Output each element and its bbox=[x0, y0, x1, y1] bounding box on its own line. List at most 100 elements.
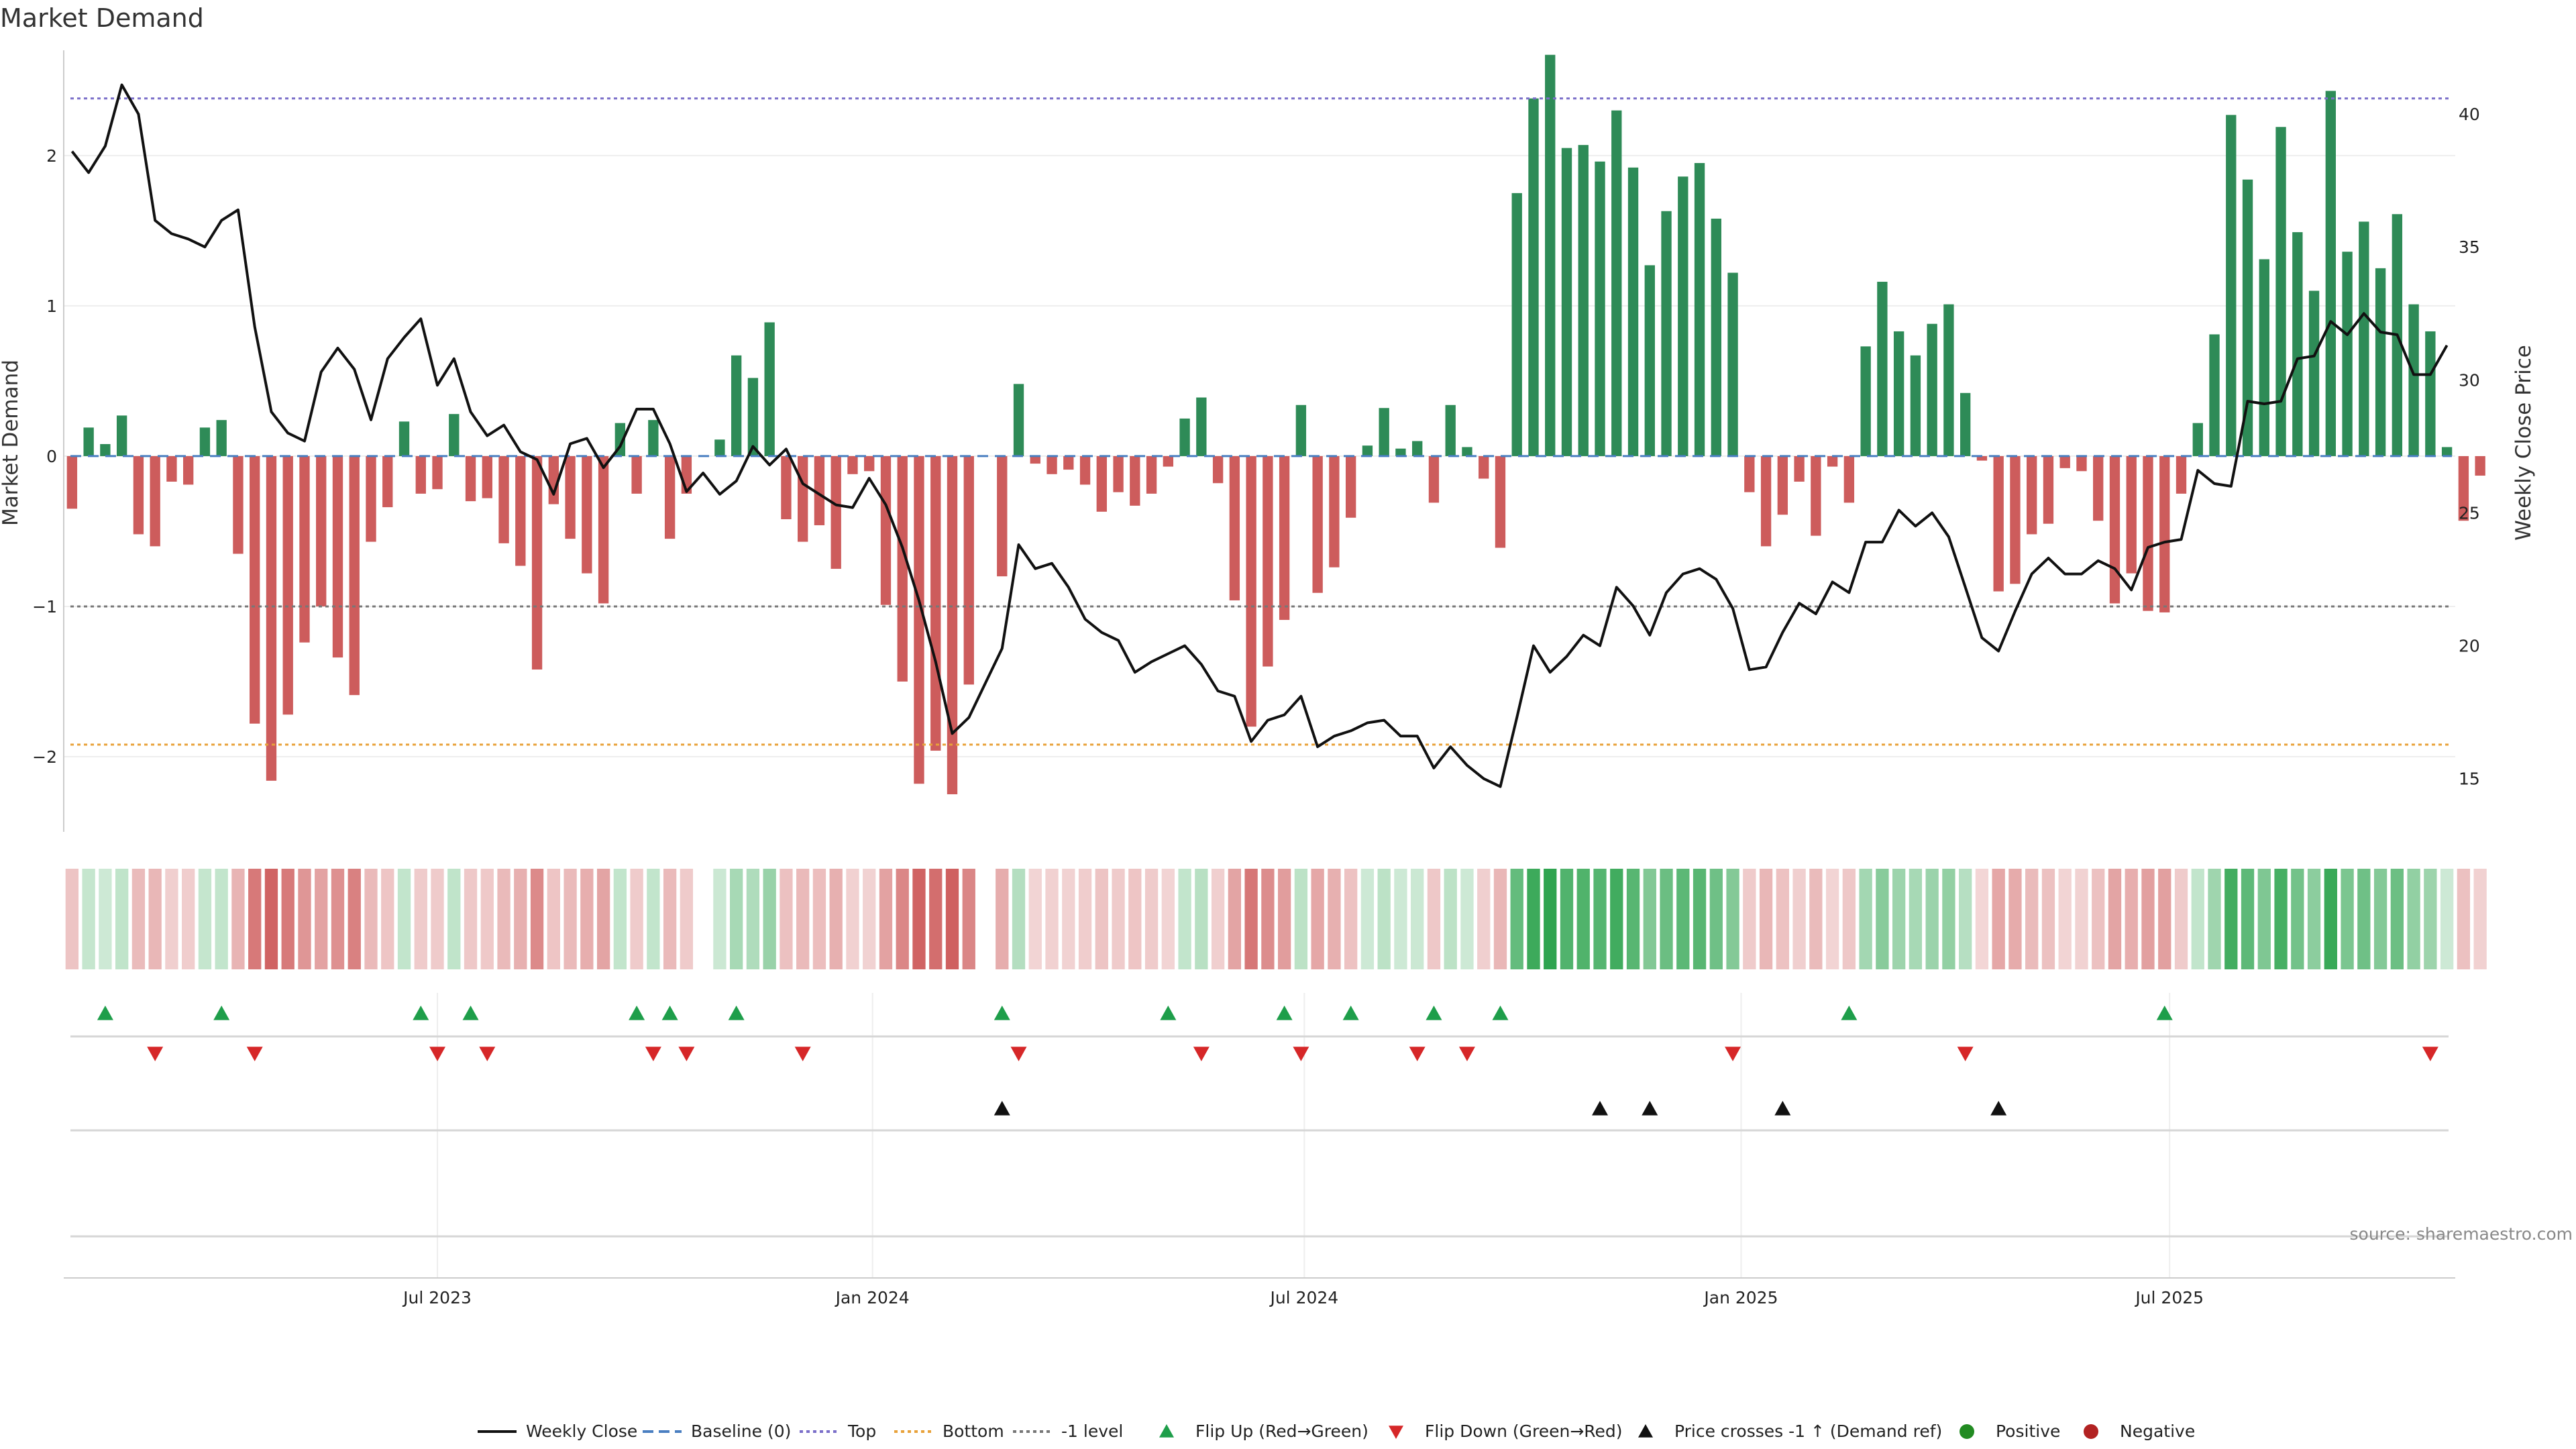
heat-cell bbox=[2191, 869, 2204, 969]
demand-bar bbox=[897, 455, 908, 682]
heat-cell bbox=[912, 869, 926, 969]
heat-cell bbox=[613, 869, 627, 969]
heat-cell bbox=[215, 869, 228, 969]
demand-bar bbox=[1445, 405, 1456, 456]
price-cross-marker bbox=[1774, 1101, 1791, 1116]
reference-levels bbox=[70, 97, 2452, 746]
heat-cell bbox=[2473, 869, 2487, 969]
heat-cell bbox=[1112, 869, 1125, 969]
y2-tick-label: 20 bbox=[2459, 637, 2480, 656]
demand-bar bbox=[798, 455, 808, 542]
heat-cell bbox=[2208, 869, 2221, 969]
heat-cell bbox=[1576, 869, 1590, 969]
demand-bar bbox=[2109, 455, 2121, 604]
legend-label: Baseline (0) bbox=[691, 1421, 791, 1441]
demand-bar bbox=[332, 455, 343, 658]
heat-cell bbox=[630, 869, 643, 969]
flip-down-marker bbox=[794, 1046, 811, 1061]
heat-cell bbox=[929, 869, 943, 969]
heat-cell bbox=[1128, 869, 1142, 969]
heat-cell bbox=[564, 869, 577, 969]
flip-up-marker bbox=[2156, 1006, 2173, 1020]
heat-cell bbox=[1328, 869, 1341, 969]
heat-cell bbox=[1012, 869, 1026, 969]
demand-bar bbox=[1379, 408, 1389, 456]
flip-down-marker bbox=[1293, 1046, 1309, 1061]
y-tick-label: −2 bbox=[32, 747, 57, 767]
demand-bar bbox=[2441, 447, 2453, 456]
demand-bar bbox=[2043, 455, 2054, 524]
x-tick-label: Jul 2024 bbox=[1269, 1288, 1338, 1307]
demand-bar bbox=[498, 455, 509, 543]
heat-cell bbox=[2291, 869, 2304, 969]
demand-bar bbox=[2425, 331, 2436, 456]
heat-cell bbox=[1394, 869, 1407, 969]
demand-bar bbox=[1412, 441, 1423, 456]
heat-cell bbox=[231, 869, 245, 969]
demand-bar bbox=[914, 455, 924, 784]
demand-bar bbox=[1246, 455, 1256, 727]
demand-bar bbox=[1096, 455, 1107, 512]
demand-bar bbox=[2325, 91, 2336, 456]
demand-bar bbox=[366, 455, 376, 542]
flip-up-marker bbox=[661, 1006, 678, 1020]
y2-tick-label: 25 bbox=[2459, 503, 2480, 523]
demand-bar bbox=[1428, 455, 1440, 503]
demand-bar bbox=[1960, 392, 1971, 456]
legend-label: Top bbox=[847, 1421, 876, 1441]
demand-bar bbox=[1030, 455, 1040, 464]
heat-cell bbox=[1228, 869, 1242, 969]
demand-bar bbox=[1362, 445, 1373, 456]
demand-bar bbox=[216, 420, 227, 456]
demand-bar bbox=[1395, 448, 1406, 456]
demand-bar bbox=[2242, 179, 2253, 456]
heat-cell bbox=[1460, 869, 1474, 969]
demand-bar bbox=[1279, 455, 1290, 621]
heat-cell bbox=[713, 869, 727, 969]
heat-cell bbox=[1261, 869, 1275, 969]
demand-bar bbox=[2342, 252, 2353, 456]
heat-cell bbox=[198, 869, 212, 969]
heat-cell bbox=[2357, 869, 2371, 969]
demand-bar bbox=[781, 455, 792, 519]
demand-bar bbox=[1528, 98, 1539, 456]
heat-cell bbox=[298, 869, 311, 969]
heat-cell bbox=[1344, 869, 1358, 969]
legend-label: Flip Up (Red→Green) bbox=[1195, 1421, 1368, 1441]
heat-cell bbox=[1493, 869, 1507, 969]
heat-cell bbox=[2108, 869, 2122, 969]
heat-cell bbox=[347, 869, 361, 969]
demand-bar bbox=[2093, 455, 2104, 521]
legend-label: Negative bbox=[2120, 1421, 2195, 1441]
demand-bar bbox=[582, 455, 592, 574]
heat-cell bbox=[1294, 869, 1308, 969]
signal-markers bbox=[97, 1006, 2438, 1116]
heat-cell bbox=[2457, 869, 2471, 969]
heat-cell bbox=[1144, 869, 1159, 969]
heat-cell bbox=[315, 869, 328, 969]
demand-bar bbox=[1727, 272, 1738, 456]
heat-cell bbox=[1859, 869, 1872, 969]
demand-bar bbox=[133, 455, 144, 535]
demand-bar bbox=[2192, 423, 2203, 456]
x-tick-label: Jan 2024 bbox=[835, 1288, 910, 1307]
y2-tick-label: 30 bbox=[2459, 370, 2480, 390]
demand-bar bbox=[1777, 455, 1788, 515]
flip-up-marker bbox=[994, 1006, 1010, 1020]
demand-bar bbox=[432, 455, 443, 490]
heat-cell bbox=[1028, 869, 1042, 969]
demand-bar bbox=[1163, 455, 1174, 467]
demand-bar bbox=[250, 455, 260, 724]
flip-down-marker bbox=[1458, 1046, 1475, 1061]
heat-cell bbox=[1909, 869, 1923, 969]
heat-cell bbox=[2041, 869, 2055, 969]
flip-down-marker bbox=[1010, 1046, 1027, 1061]
heat-cell bbox=[680, 869, 694, 969]
demand-bar bbox=[199, 427, 211, 456]
demand-bar bbox=[398, 421, 410, 456]
flip-down-marker bbox=[1725, 1046, 1741, 1061]
demand-bar bbox=[1976, 455, 1988, 461]
demand-bar bbox=[2059, 455, 2070, 468]
demand-bar bbox=[482, 455, 492, 498]
